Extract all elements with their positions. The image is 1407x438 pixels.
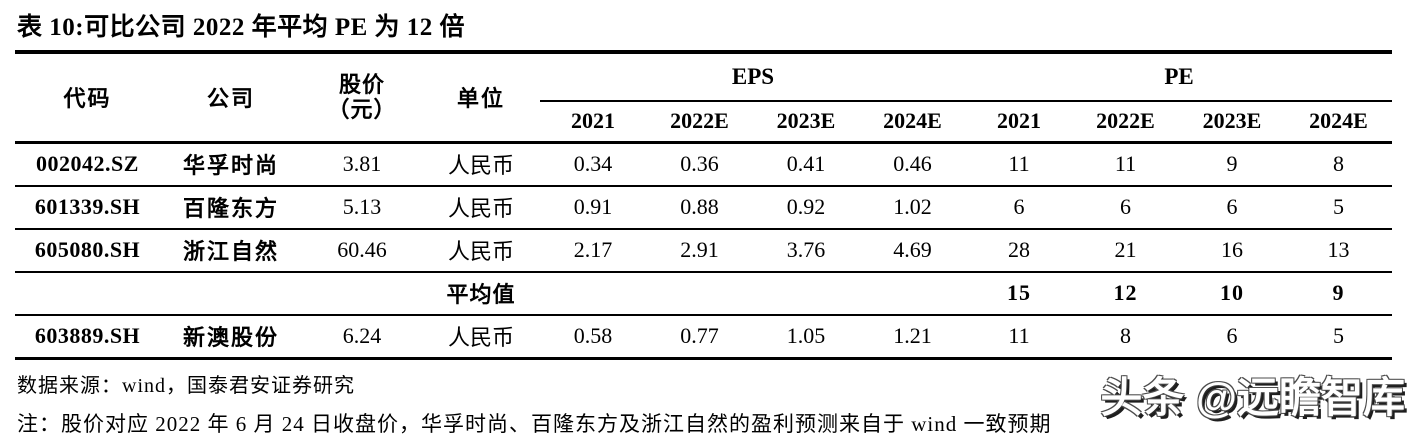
cell-pe: 8 xyxy=(1285,142,1393,187)
table-row: 605080.SH 浙江自然 60.46 人民币 2.17 2.91 3.76 … xyxy=(15,228,1393,273)
header-price-line2: （元） xyxy=(327,97,397,123)
cell-pe: 6 xyxy=(966,185,1072,230)
cell-unit: 人民币 xyxy=(422,228,540,273)
cell-unit: 人民币 xyxy=(422,185,540,230)
header-eps-2022e: 2022E xyxy=(646,101,753,144)
cell-pe: 28 xyxy=(966,228,1072,273)
table-row: 002042.SZ 华孚时尚 3.81 人民币 0.34 0.36 0.41 0… xyxy=(15,142,1393,187)
cell-price: 3.81 xyxy=(302,142,422,187)
cell-eps: 0.77 xyxy=(646,314,753,360)
cell-eps xyxy=(646,271,753,316)
cell-code: 601339.SH xyxy=(15,185,160,230)
header-unit: 单位 xyxy=(422,54,540,144)
cell-pe: 6 xyxy=(1179,185,1285,230)
cell-eps: 0.34 xyxy=(540,142,646,187)
cell-eps: 2.17 xyxy=(540,228,646,273)
cell-pe: 10 xyxy=(1179,271,1285,316)
table-row: 601339.SH 百隆东方 5.13 人民币 0.91 0.88 0.92 1… xyxy=(15,185,1393,230)
cell-pe: 6 xyxy=(1179,314,1285,360)
cell-eps: 1.21 xyxy=(859,314,966,360)
header-pe-2021: 2021 xyxy=(966,101,1072,144)
cell-pe: 9 xyxy=(1179,142,1285,187)
header-years-row: 2021 2022E 2023E 2024E 2021 2022E 2023E … xyxy=(15,101,1393,144)
header-eps-group: EPS xyxy=(540,54,966,102)
cell-company xyxy=(160,271,302,316)
header-pe-group: PE xyxy=(966,54,1393,102)
cell-eps: 1.02 xyxy=(859,185,966,230)
cell-pe: 6 xyxy=(1072,185,1179,230)
cell-company: 新澳股份 xyxy=(160,314,302,360)
cell-company: 浙江自然 xyxy=(160,228,302,273)
cell-pe: 16 xyxy=(1179,228,1285,273)
table-row: 603889.SH 新澳股份 6.24 人民币 0.58 0.77 1.05 1… xyxy=(15,314,1393,360)
cell-eps xyxy=(540,271,646,316)
header-eps-2024e: 2024E xyxy=(859,101,966,144)
header-pe-2024e: 2024E xyxy=(1285,101,1393,144)
cell-eps: 0.36 xyxy=(646,142,753,187)
header-eps-2021: 2021 xyxy=(540,101,646,144)
cell-eps: 0.92 xyxy=(753,185,859,230)
cell-unit: 人民币 xyxy=(422,142,540,187)
header-eps-2023e: 2023E xyxy=(753,101,859,144)
watermark-toutiao: 头条 @远瞻智库 xyxy=(1100,374,1405,421)
cell-code: 605080.SH xyxy=(15,228,160,273)
average-row: 平均值 15 12 10 9 xyxy=(15,271,1393,316)
cell-pe: 21 xyxy=(1072,228,1179,273)
cell-pe: 11 xyxy=(1072,142,1179,187)
cell-eps: 3.76 xyxy=(753,228,859,273)
cell-eps: 2.91 xyxy=(646,228,753,273)
cell-company: 华孚时尚 xyxy=(160,142,302,187)
header-group-row: 代码 公司 股价 （元） 单位 EPS PE xyxy=(15,54,1393,144)
cell-pe: 15 xyxy=(966,271,1072,316)
cell-eps: 0.46 xyxy=(859,142,966,187)
cell-pe: 8 xyxy=(1072,314,1179,360)
cell-unit: 人民币 xyxy=(422,314,540,360)
cell-eps: 0.41 xyxy=(753,142,859,187)
cell-eps xyxy=(753,271,859,316)
cell-company: 百隆东方 xyxy=(160,185,302,230)
cell-pe: 5 xyxy=(1285,185,1393,230)
cell-pe: 9 xyxy=(1285,271,1393,316)
cell-eps: 4.69 xyxy=(859,228,966,273)
comparable-companies-table: 代码 公司 股价 （元） 单位 EPS PE 2021 2022E 2023E … xyxy=(15,54,1393,360)
cell-code: 603889.SH xyxy=(15,314,160,360)
header-code: 代码 xyxy=(15,54,160,144)
header-price-line1: 股价 xyxy=(338,71,385,97)
cell-code xyxy=(15,271,160,316)
cell-eps: 1.05 xyxy=(753,314,859,360)
cell-price: 60.46 xyxy=(302,228,422,273)
cell-price: 6.24 xyxy=(302,314,422,360)
header-company: 公司 xyxy=(160,54,302,144)
cell-pe: 11 xyxy=(966,142,1072,187)
cell-pe: 5 xyxy=(1285,314,1393,360)
cell-pe: 11 xyxy=(966,314,1072,360)
cell-eps xyxy=(859,271,966,316)
table-title: 表 10:可比公司 2022 年平均 PE 为 12 倍 xyxy=(15,4,1392,54)
data-source-line: 数据来源：wind，国泰君安证券研究 xyxy=(17,374,355,397)
header-pe-2023e: 2023E xyxy=(1179,101,1285,144)
header-pe-2022e: 2022E xyxy=(1072,101,1179,144)
cell-eps: 0.58 xyxy=(540,314,646,360)
cell-pe: 12 xyxy=(1072,271,1179,316)
cell-eps: 0.88 xyxy=(646,185,753,230)
cell-code: 002042.SZ xyxy=(15,142,160,187)
cell-unit: 平均值 xyxy=(422,271,540,316)
cell-pe: 13 xyxy=(1285,228,1393,273)
cell-price xyxy=(302,271,422,316)
cell-price: 5.13 xyxy=(302,185,422,230)
header-price: 股价 （元） xyxy=(302,54,422,144)
cell-eps: 0.91 xyxy=(540,185,646,230)
